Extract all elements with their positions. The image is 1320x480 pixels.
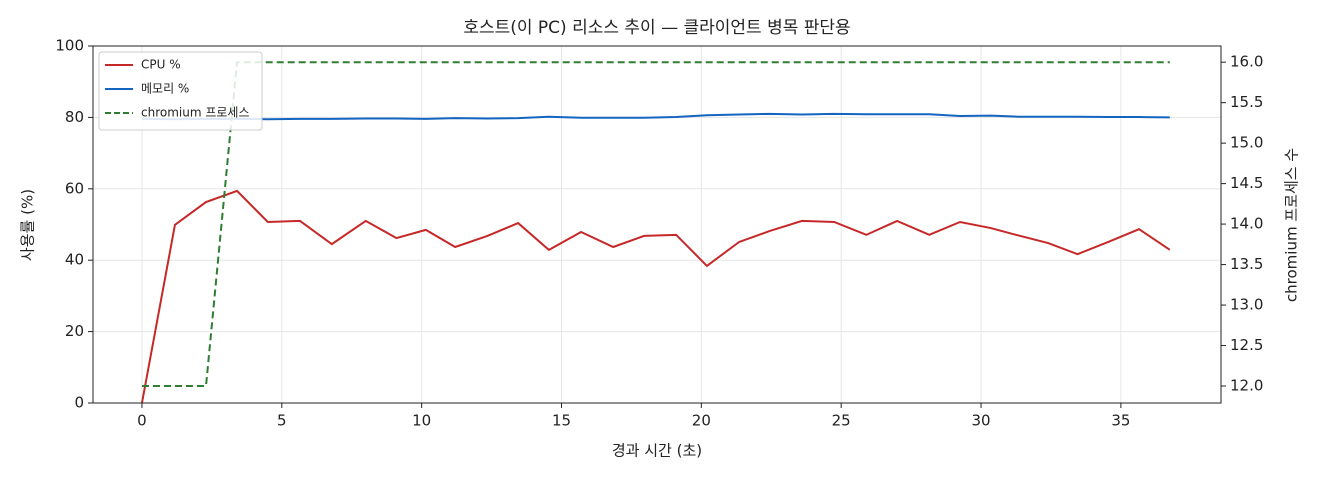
y-tick-label: 20	[65, 322, 84, 340]
y2-tick-label: 14.5	[1230, 174, 1263, 192]
y-tick-label: 60	[65, 179, 84, 197]
y2-tick-label: 15.5	[1230, 93, 1263, 111]
data-line	[141, 112, 1170, 121]
x-axis-label: 경과 시간 (초)	[612, 442, 702, 460]
legend-label: chromium 프로세스	[141, 106, 250, 120]
y2-tick-label: 15.0	[1230, 134, 1263, 152]
x-tick-label: 15	[552, 412, 571, 430]
x-tick-label: 20	[692, 412, 711, 430]
y2-tick-label: 13.5	[1230, 255, 1263, 273]
chart-title: 호스트(이 PC) 리소스 추이 — 클라이언트 병목 판단용	[463, 18, 850, 38]
x-tick-label: 0	[137, 412, 147, 430]
y2-tick-label: 12.0	[1230, 377, 1263, 395]
y-tick-label: 100	[55, 37, 84, 55]
y2-axis-label: chromium 프로세스 수	[1283, 148, 1301, 302]
x-tick-label: 5	[277, 412, 287, 430]
y-tick-label: 0	[74, 394, 84, 412]
data-line	[140, 189, 1171, 404]
y-tick-label: 40	[65, 251, 84, 269]
y2-tick-label: 13.0	[1230, 296, 1263, 314]
legend-box	[98, 51, 263, 131]
y-axis-label: 사용률 (%)	[19, 189, 37, 261]
data-line	[141, 61, 1170, 387]
y2-tick-label: 14.0	[1230, 215, 1263, 233]
y2-tick-label: 12.5	[1230, 336, 1263, 354]
y2-tick-label: 16.0	[1230, 53, 1263, 71]
legend-label: 메모리 %	[141, 82, 189, 96]
x-tick-label: 35	[1111, 412, 1130, 430]
legend-label: CPU %	[141, 58, 181, 72]
y-tick-label: 80	[65, 108, 84, 126]
x-tick-label: 25	[832, 412, 851, 430]
x-tick-label: 10	[412, 412, 431, 430]
x-tick-label: 30	[971, 412, 990, 430]
plot-frame	[92, 45, 1222, 404]
